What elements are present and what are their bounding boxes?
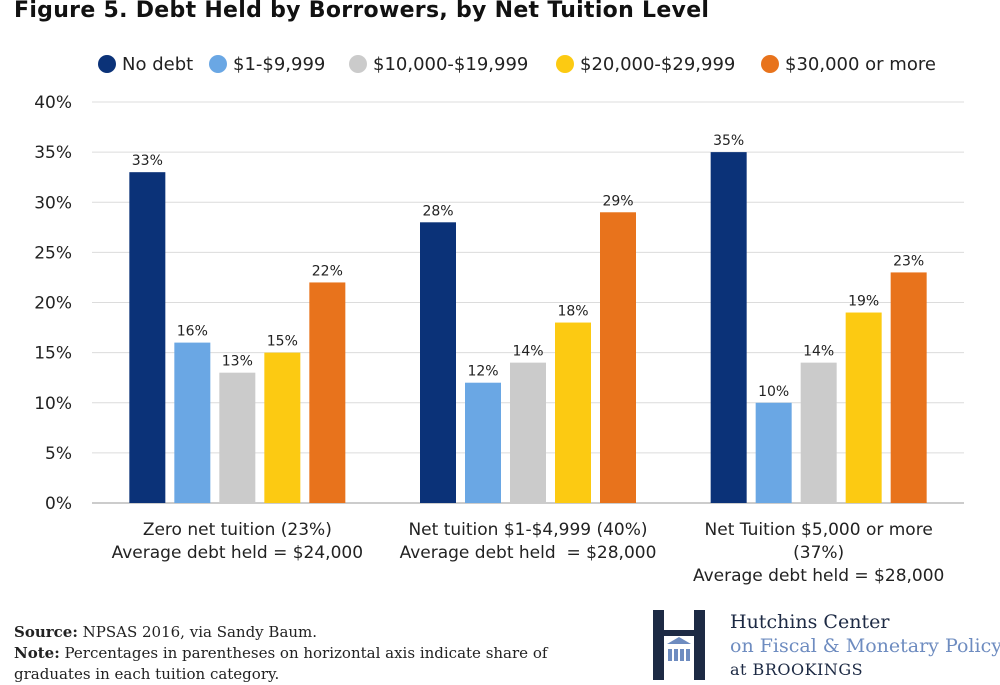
bar: [309, 282, 346, 503]
y-tick-label: 15%: [34, 344, 72, 364]
logo-line-1: Hutchins Center: [730, 611, 890, 633]
bar: [510, 362, 546, 503]
data-label: 12%: [467, 364, 498, 380]
y-tick-label: 5%: [45, 444, 72, 464]
data-label: 23%: [893, 253, 924, 269]
bar: [555, 322, 591, 503]
y-tick-label: 20%: [34, 294, 72, 314]
bar: [174, 342, 211, 503]
legend-marker: [556, 55, 574, 73]
bar: [129, 172, 166, 504]
bar: [890, 272, 927, 503]
data-label: 14%: [803, 344, 834, 360]
legend-item: $10,000-$19,999: [349, 54, 528, 75]
x-category-label: Net Tuition $5,000 or more: [705, 520, 933, 540]
x-category-label: (37%): [793, 543, 844, 563]
note-label: Note:: [14, 644, 60, 662]
bar: [600, 212, 636, 503]
bar: [219, 372, 256, 503]
bar: [755, 402, 792, 503]
legend-label: $30,000 or more: [785, 54, 936, 75]
logo-line-2: on Fiscal & Monetary Policy: [730, 635, 1000, 657]
x-category-label: Net tuition $1-$4,999 (40%): [408, 520, 647, 540]
chart-title: Figure 5. Debt Held by Borrowers, by Net…: [14, 0, 710, 23]
data-label: 35%: [713, 133, 744, 149]
footer-notes: Source: NPSAS 2016, via Sandy Baum. Note…: [14, 622, 614, 685]
legend-marker: [98, 55, 116, 73]
data-label: 29%: [602, 193, 633, 209]
y-tick-label: 0%: [45, 494, 72, 514]
data-label: 16%: [177, 324, 208, 340]
x-axis: Zero net tuition (23%) Average debt held …: [112, 520, 945, 586]
hutchins-logo-icon: [653, 610, 705, 680]
bars: [129, 152, 927, 504]
data-label: 19%: [848, 294, 879, 310]
data-label: 18%: [557, 304, 588, 320]
bar: [465, 382, 501, 503]
data-label: 10%: [758, 384, 789, 400]
y-tick-label: 25%: [34, 243, 72, 263]
y-tick-label: 35%: [34, 143, 72, 163]
y-tick-label: 40%: [34, 93, 72, 113]
legend-label: $10,000-$19,999: [373, 54, 528, 75]
legend-item: $20,000-$29,999: [556, 54, 735, 75]
legend-label: $20,000-$29,999: [580, 54, 735, 75]
x-category-label: Average debt held = $28,000: [400, 543, 657, 563]
x-category-label: Average debt held = $28,000: [693, 566, 944, 586]
legend-marker: [761, 55, 779, 73]
bar: [710, 152, 747, 503]
data-label: 13%: [222, 354, 253, 370]
legend-label: $1-$9,999: [233, 54, 325, 75]
bar: [845, 312, 882, 503]
x-category-label: Zero net tuition (23%): [143, 520, 332, 540]
legend-label: No debt: [122, 54, 193, 75]
source-label: Source:: [14, 623, 78, 641]
bar-chart: 0% 5% 10% 15% 20% 25% 30% 35% 40% 33% 16% 13% 15% 22…: [34, 54, 964, 586]
bar: [420, 222, 456, 504]
legend: No debt $1-$9,999 $10,000-$19,999 $20,000-$…: [98, 54, 936, 75]
data-labels: 33% 16% 13% 15% 22% 28% 12% 14% 18% 29% 35% 10% 14% 1…: [132, 133, 924, 400]
y-axis: 0% 5% 10% 15% 20% 25% 30% 35% 40%: [34, 93, 72, 514]
logo-line-3: at BROOKINGS: [730, 660, 864, 679]
bar: [800, 362, 837, 503]
source-text: NPSAS 2016, via Sandy Baum.: [77, 623, 318, 641]
note-text: Percentages in parentheses on horizontal…: [14, 644, 548, 683]
x-category-label: Average debt held = $24,000: [112, 543, 363, 563]
hutchins-logo: Hutchins Center on Fiscal & Monetary Pol…: [653, 610, 1000, 680]
legend-item: $30,000 or more: [761, 54, 936, 75]
y-tick-label: 10%: [34, 394, 72, 414]
legend-item: No debt: [98, 54, 193, 75]
legend-marker: [349, 55, 367, 73]
bar: [264, 352, 301, 503]
data-label: 33%: [132, 153, 163, 169]
y-tick-label: 30%: [34, 193, 72, 213]
data-label: 22%: [312, 263, 343, 279]
data-label: 15%: [267, 334, 298, 350]
data-label: 14%: [512, 344, 543, 360]
legend-item: $1-$9,999: [209, 54, 325, 75]
legend-marker: [209, 55, 227, 73]
data-label: 28%: [422, 203, 453, 219]
